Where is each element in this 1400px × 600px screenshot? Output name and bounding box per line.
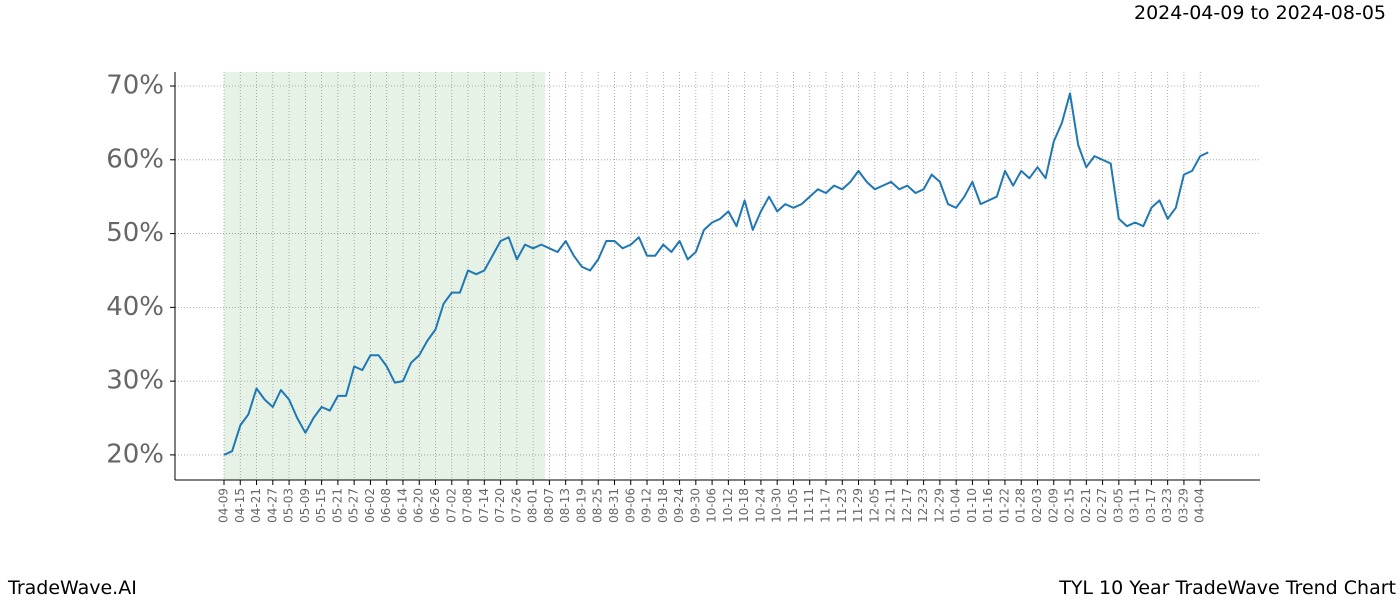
plot-area: 20%30%40%50%60%70%04-09 04-15 04-21 04-27 05… — [106, 71, 1260, 523]
x-tick-label: 06-14 — [395, 488, 409, 523]
x-tick-label: 09-24 — [672, 488, 686, 523]
x-tick-label: 04-04 — [1193, 488, 1207, 523]
x-tick-label: 02-21 — [1079, 488, 1093, 523]
x-tick-label: 11-05 — [786, 488, 800, 523]
x-tick-label: 08-19 — [574, 488, 588, 523]
x-tick-label: 11-17 — [818, 488, 832, 523]
x-tick-label: 11-29 — [851, 488, 865, 523]
x-tick-label: 04-27 — [265, 488, 279, 523]
x-tick-label: 10-24 — [753, 488, 767, 523]
x-tick-label: 09-12 — [640, 488, 654, 523]
x-tick-label: 07-02 — [444, 488, 458, 523]
x-tick-label: 05-27 — [347, 488, 361, 523]
x-tick-label: 03-17 — [1144, 488, 1158, 523]
x-tick-label: 01-04 — [949, 488, 963, 523]
x-tick-label: 01-28 — [1014, 488, 1028, 523]
x-tick-label: 12-23 — [916, 488, 930, 523]
x-tick-label: 02-09 — [1046, 488, 1060, 523]
x-tick-label: 09-06 — [623, 488, 637, 523]
x-tick-label: 07-08 — [461, 488, 475, 523]
y-tick-label: 60% — [106, 144, 164, 174]
x-tick-label: 07-20 — [493, 488, 507, 523]
x-tick-label: 07-26 — [509, 488, 523, 523]
x-tick-label: 08-25 — [591, 488, 605, 523]
x-tick-label: 01-16 — [981, 488, 995, 523]
x-tick-label: 02-03 — [1030, 488, 1044, 523]
chart-title: TYL 10 Year TradeWave Trend Chart — [1058, 577, 1396, 599]
x-tick-label: 08-13 — [558, 488, 572, 523]
x-tick-label: 01-22 — [997, 488, 1011, 523]
x-tick-label: 05-09 — [298, 488, 312, 523]
x-tick-label: 07-14 — [477, 488, 491, 523]
x-tick-label: 10-12 — [721, 488, 735, 523]
x-tick-label: 04-15 — [233, 488, 247, 523]
x-tick-label: 02-15 — [1063, 488, 1077, 523]
x-tick-label: 08-01 — [526, 488, 540, 523]
x-tick-label: 09-18 — [656, 488, 670, 523]
x-tick-label: 12-29 — [932, 488, 946, 523]
x-tick-label: 10-06 — [705, 488, 719, 523]
x-tick-label: 03-29 — [1176, 488, 1190, 523]
x-tick-label: 03-05 — [1111, 488, 1125, 523]
brand: TradeWave.AI — [7, 577, 137, 599]
x-tick-label: 06-08 — [379, 488, 393, 523]
x-tick-label: 05-21 — [330, 488, 344, 523]
y-tick-label: 30% — [106, 366, 164, 396]
x-tick-label: 10-18 — [737, 488, 751, 523]
x-tick-label: 06-02 — [363, 488, 377, 523]
y-tick-label: 40% — [106, 292, 164, 322]
x-tick-label: 10-30 — [770, 488, 784, 523]
trend-line — [223, 92, 1209, 456]
x-tick-label: 03-23 — [1160, 488, 1174, 523]
highlight-region — [224, 72, 545, 480]
x-tick-label: 03-11 — [1128, 488, 1142, 523]
x-tick-label: 01-10 — [965, 488, 979, 523]
x-tick-label: 08-31 — [607, 488, 621, 523]
x-tick-label: 04-21 — [249, 488, 263, 523]
x-tick-label: 04-09 — [217, 488, 231, 523]
x-tick-label: 12-11 — [884, 488, 898, 523]
x-tick-label: 06-26 — [428, 488, 442, 523]
y-tick-label: 70% — [106, 71, 164, 101]
x-tick-label: 11-23 — [835, 488, 849, 523]
x-tick-label: 09-30 — [688, 488, 702, 523]
x-tick-label: 05-15 — [314, 488, 328, 523]
x-tick-label: 12-17 — [900, 488, 914, 523]
date-range: 2024-04-09 to 2024-08-05 — [1134, 2, 1386, 24]
x-tick-label: 06-20 — [412, 488, 426, 523]
x-tick-label: 08-07 — [542, 488, 556, 523]
x-tick-label: 11-11 — [802, 488, 816, 523]
x-tick-label: 02-27 — [1095, 488, 1109, 523]
y-tick-label: 20% — [106, 439, 164, 469]
x-tick-label: 05-03 — [282, 488, 296, 523]
x-tick-label: 12-05 — [867, 488, 881, 523]
y-tick-label: 50% — [106, 218, 164, 248]
